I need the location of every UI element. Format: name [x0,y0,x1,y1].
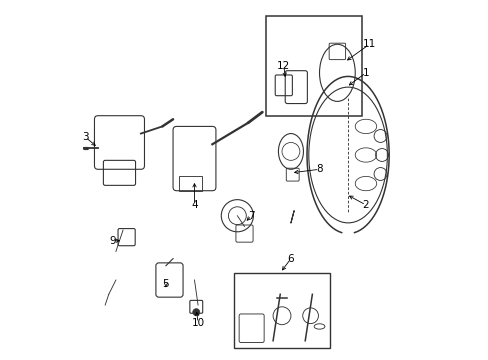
Circle shape [192,309,200,316]
Text: 7: 7 [248,211,254,221]
Text: 12: 12 [277,61,290,71]
Text: 6: 6 [287,253,294,264]
Bar [233,273,329,348]
Text: 1: 1 [362,68,368,78]
Text: 3: 3 [82,132,89,142]
Text: 4: 4 [191,200,198,210]
Text: 10: 10 [191,318,204,328]
Bar [265,16,362,116]
Text: 11: 11 [362,39,375,49]
Text: 9: 9 [109,236,115,246]
Text: 2: 2 [362,200,368,210]
Text: 5: 5 [163,279,169,289]
Text: 8: 8 [316,164,322,174]
